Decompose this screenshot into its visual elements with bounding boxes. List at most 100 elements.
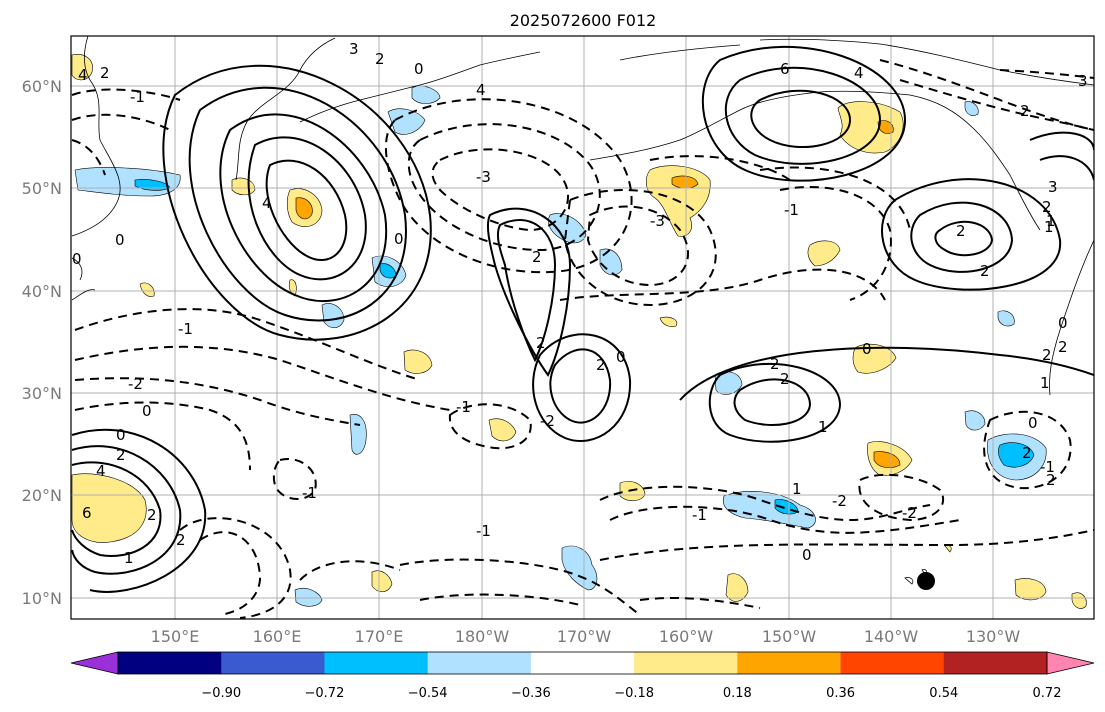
contour-label: 2 bbox=[770, 355, 780, 373]
colorbar-upper-extension bbox=[1046, 651, 1095, 675]
contour-label: 6 bbox=[82, 504, 92, 522]
colorbar-tick-label: −0.90 bbox=[201, 686, 241, 701]
contour-label: 3 bbox=[1048, 178, 1058, 196]
colorbar-tick-label: −0.72 bbox=[305, 686, 345, 701]
colorbar-tick-label: 0.54 bbox=[929, 686, 958, 701]
colorbar-bin bbox=[634, 652, 738, 674]
lat-label-10n: 10°N bbox=[22, 589, 62, 608]
lon-label-170w: 170°W bbox=[557, 627, 612, 646]
contour-label: 2 bbox=[1046, 471, 1056, 489]
latitude-labels: 60°N 50°N 40°N 30°N 20°N 10°N bbox=[22, 77, 62, 608]
lon-label-160w: 160°W bbox=[659, 627, 714, 646]
contour-label: 0 bbox=[116, 426, 126, 444]
contour-label: 2 bbox=[147, 506, 157, 524]
colorbar-bin bbox=[737, 652, 842, 674]
contour-label: -1 bbox=[178, 320, 193, 338]
contour-label: 0 bbox=[802, 546, 812, 564]
map-border bbox=[70, 35, 1095, 620]
contour-label: 2 bbox=[780, 370, 790, 388]
contour-label: -3 bbox=[650, 212, 665, 230]
contour-label: 0 bbox=[862, 340, 872, 358]
map-content bbox=[71, 36, 1094, 619]
contour-label: 4 bbox=[476, 81, 486, 99]
colorbar-bin bbox=[324, 652, 429, 674]
kamchatka-coastline bbox=[235, 37, 336, 181]
colorbar-bin bbox=[530, 652, 635, 674]
contours-positive bbox=[71, 45, 1094, 593]
colorbar-tick-label: −0.54 bbox=[408, 686, 448, 701]
colorbar-tick-label: −0.18 bbox=[614, 686, 654, 701]
colorbar: −0.90 −0.72 −0.54 −0.36 −0.18 0.18 0.36 0.54 0.7… bbox=[70, 651, 1095, 701]
figure-title: 2025072600 F012 bbox=[510, 11, 657, 30]
contour-label: -2 bbox=[128, 375, 143, 393]
contour-label: 4 bbox=[262, 194, 272, 212]
alaska-mainland bbox=[619, 38, 1094, 86]
contour-label: 2 bbox=[176, 531, 186, 549]
contour-label: 0 bbox=[1028, 414, 1038, 432]
longitude-labels: 150°E 160°E 170°E 180°W 170°W 160°W 150°… bbox=[151, 627, 1021, 646]
contour-label: 0 bbox=[72, 250, 82, 268]
contour-label: 3 bbox=[349, 40, 359, 58]
contour-label: 2 bbox=[956, 222, 966, 240]
colorbar-tick-label: 0.36 bbox=[826, 686, 855, 701]
contour-label: 2 bbox=[1020, 102, 1030, 120]
contour-label: 1 bbox=[818, 418, 828, 436]
contour-label: -1 bbox=[784, 201, 799, 219]
contour-label: -2 bbox=[832, 492, 847, 510]
contour-label: -2 bbox=[540, 412, 555, 430]
colorbar-bin bbox=[118, 652, 222, 674]
coastlines bbox=[71, 36, 1094, 585]
map-area bbox=[71, 36, 1094, 619]
contour-label: 2 bbox=[980, 262, 990, 280]
colorbar-lower-extension bbox=[70, 651, 119, 675]
north-america-coastline bbox=[1049, 239, 1094, 396]
lat-label-30n: 30°N bbox=[22, 384, 62, 403]
colorbar-tick-label: 0.72 bbox=[1033, 686, 1062, 701]
contour-label: 2 bbox=[532, 248, 542, 266]
contour-label: 1 bbox=[792, 480, 802, 498]
contour-label: 2 bbox=[375, 50, 385, 68]
contour-label: 4 bbox=[854, 64, 864, 82]
alaska-coastline bbox=[589, 90, 1041, 231]
lon-label-150e: 150°E bbox=[151, 627, 200, 646]
asia-coastline bbox=[71, 36, 121, 237]
contour-label: 4 bbox=[78, 66, 88, 84]
lat-label-40n: 40°N bbox=[22, 282, 62, 301]
contour-label: -1 bbox=[476, 522, 491, 540]
lon-label-170e: 170°E bbox=[355, 627, 404, 646]
lat-label-20n: 20°N bbox=[22, 486, 62, 505]
contour-label: -1 bbox=[1040, 458, 1055, 476]
contour-label: 1 bbox=[124, 549, 134, 567]
lon-label-150w: 150°W bbox=[762, 627, 817, 646]
japan-coastline bbox=[71, 257, 96, 301]
contour-label: 1 bbox=[1044, 218, 1054, 236]
lat-label-50n: 50°N bbox=[22, 179, 62, 198]
aleutian-chain bbox=[299, 51, 541, 123]
colorbar-bin bbox=[840, 652, 945, 674]
contour-label: 2 bbox=[1022, 444, 1032, 462]
lon-label-160e: 160°E bbox=[253, 627, 302, 646]
contour-label: 2 bbox=[100, 64, 110, 82]
contour-label: -1 bbox=[130, 88, 145, 106]
contour-label: 0 bbox=[1058, 314, 1068, 332]
colorbar-outline bbox=[117, 651, 1048, 675]
contour-label: -1 bbox=[456, 398, 471, 416]
contour-label: 6 bbox=[780, 60, 790, 78]
contour-label: 2 bbox=[1042, 198, 1052, 216]
contour-label: 3 bbox=[1078, 72, 1088, 90]
contours-negative bbox=[71, 59, 1094, 619]
contour-label: 1 bbox=[1046, 212, 1056, 230]
contour-label: -1 bbox=[692, 506, 707, 524]
contour-value-labels: 3 2 0 4 6 4 2 3 -3 1 -3 -1 -1 0 4 2 1 -1… bbox=[72, 40, 1088, 567]
contour-label: 2 bbox=[1058, 338, 1068, 356]
contour-label: 2 bbox=[1042, 346, 1052, 364]
contour-label: 0 bbox=[394, 230, 404, 248]
contour-label: 2 bbox=[116, 446, 126, 464]
contour-label: 2 bbox=[536, 334, 546, 352]
lon-label-130w: 130°W bbox=[966, 627, 1021, 646]
contour-label: 0 bbox=[142, 402, 152, 420]
lat-label-60n: 60°N bbox=[22, 77, 62, 96]
colorbar-tick-label: −0.36 bbox=[511, 686, 551, 701]
station-marker bbox=[917, 572, 935, 590]
